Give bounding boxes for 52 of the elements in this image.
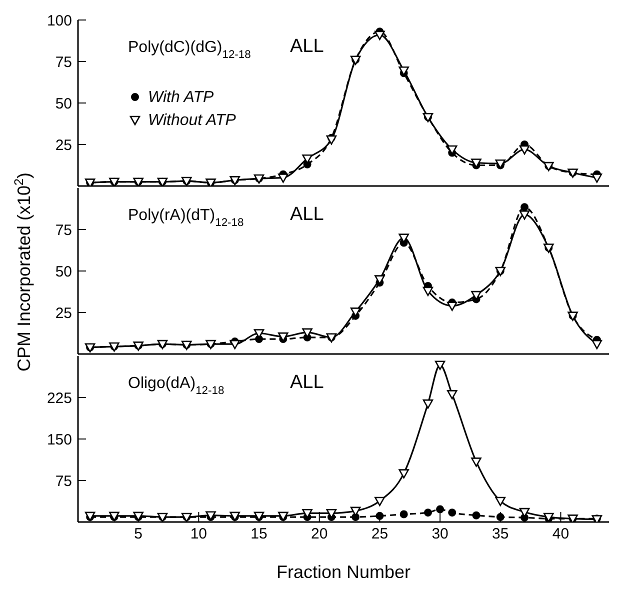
point: [424, 508, 432, 517]
point: [374, 30, 385, 40]
point: [592, 340, 602, 350]
point: [496, 513, 504, 522]
point: [434, 360, 446, 370]
x-tick-label: 25: [371, 526, 388, 543]
point: [520, 203, 529, 212]
y-tick-label: 50: [55, 263, 72, 280]
point: [230, 340, 240, 350]
point: [376, 512, 384, 520]
y-tick-label: 75: [55, 54, 72, 71]
legend-label: Without ATP: [148, 112, 236, 130]
text: Oligo(dA)$_{12-18}$: [128, 375, 224, 397]
point: [326, 135, 337, 145]
x-axis-title: Fraction Number: [276, 562, 411, 582]
annotation: ALL: [290, 372, 324, 393]
point: [422, 286, 434, 296]
point: [446, 302, 458, 312]
point: [400, 510, 408, 518]
point: [374, 496, 385, 506]
y-tick-label: 225: [46, 390, 72, 407]
y-tick-label: 25: [55, 304, 72, 322]
text: Poly(dC)(dG)$_{12-18}$: [128, 39, 251, 61]
y-tick-label: 25: [55, 136, 72, 154]
legend-label: With ATP: [148, 88, 214, 106]
x-tick-label: 10: [190, 526, 208, 543]
point: [446, 390, 458, 400]
y-tick-label: 100: [46, 12, 72, 30]
x-tick-label: 20: [311, 526, 328, 543]
text: Poly(rA)(dT)$_{12-18}$: [128, 207, 244, 229]
annotation: ALL: [290, 36, 324, 57]
point: [472, 511, 480, 520]
x-tick-label: 35: [492, 526, 509, 543]
point: [519, 145, 530, 155]
y-tick-label: 75: [55, 472, 72, 490]
point: [592, 174, 602, 183]
annotation: ALL: [290, 204, 324, 225]
x-tick-label: 5: [134, 526, 143, 543]
x-tick-label: 30: [432, 526, 448, 543]
x-tick-label: 15: [250, 526, 268, 543]
y-tick-label: 150: [46, 431, 72, 448]
point: [471, 458, 482, 467]
point: [436, 505, 444, 514]
point: [495, 496, 506, 506]
point: [448, 508, 456, 517]
point: [422, 399, 434, 409]
point: [398, 469, 409, 478]
y-tick-label: 50: [55, 95, 72, 112]
point: [519, 210, 530, 220]
x-tick-label: 40: [552, 526, 570, 543]
y-tick-label: 75: [55, 222, 72, 239]
point: [278, 174, 288, 183]
